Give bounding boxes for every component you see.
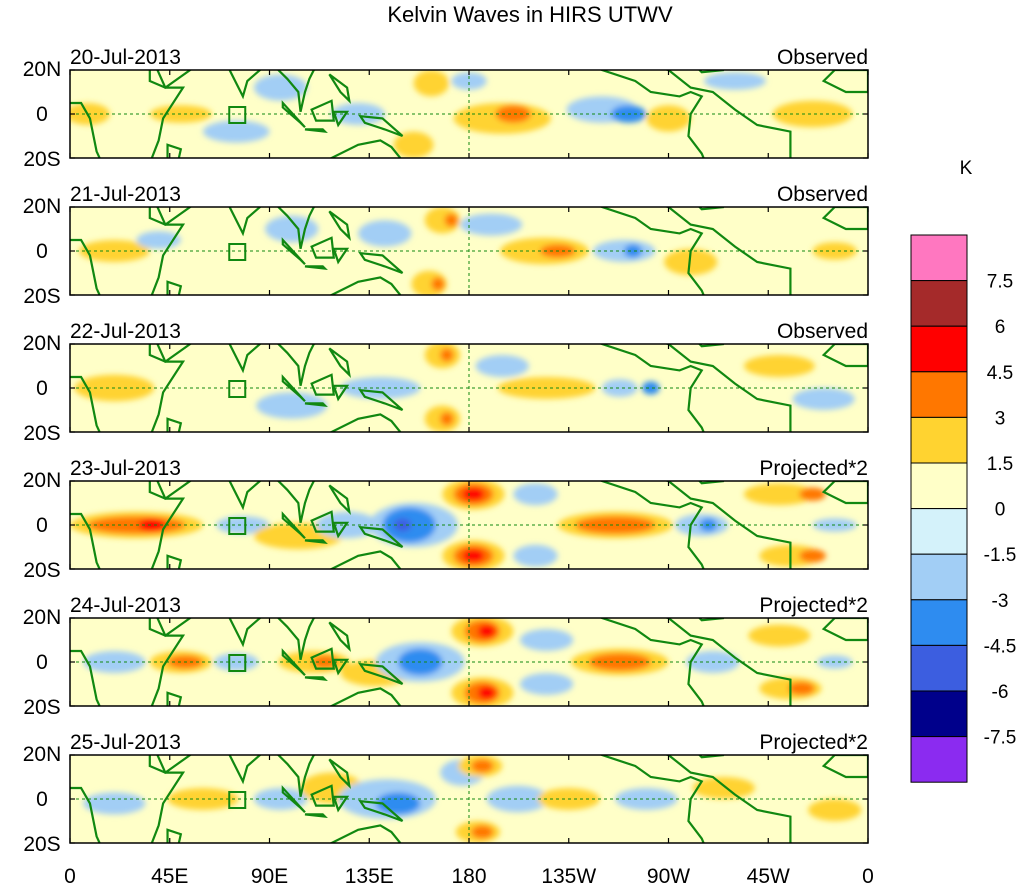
panel-date: 24-Jul-2013: [70, 594, 181, 617]
colorbar-swatch: [910, 280, 968, 327]
colorbar-swatch: [910, 599, 968, 646]
colorbar-swatch: [910, 462, 968, 510]
colorbar-swatch: [910, 644, 968, 692]
panel-date: 20-Jul-2013: [70, 46, 181, 69]
colorbar-label: 7.5: [987, 272, 1013, 293]
panel-type: Projected*2: [759, 457, 868, 480]
colorbar-swatch: [910, 416, 968, 464]
coastlines: [26, 444, 868, 602]
lat-label: 20N: [23, 469, 62, 492]
colorbar-label: -6: [992, 682, 1009, 703]
lon-label: 90W: [647, 865, 690, 887]
lat-label: 0: [36, 651, 48, 674]
lat-label: 0: [36, 377, 48, 400]
colorbar-label: 0: [995, 500, 1006, 521]
colorbar-label: -1.5: [984, 545, 1017, 566]
panel-type: Observed: [777, 320, 868, 343]
lon-label: 45E: [151, 865, 188, 887]
colorbar-swatch: [910, 234, 968, 282]
colorbar-label: -3: [992, 591, 1009, 612]
anomaly-field: [83, 755, 862, 843]
panel-type: Observed: [777, 183, 868, 206]
coastlines: [26, 581, 868, 739]
coastlines: [26, 718, 868, 876]
map-panel-6: 20N 0 20S 25-Jul-2013 Projected*2: [23, 718, 869, 876]
lon-label: 0: [862, 865, 874, 887]
map-panel-1: 20N 0 20S 20-Jul-2013 Observed: [23, 33, 869, 191]
colorbar-unit-label: K: [960, 158, 973, 179]
colorbar-swatch: [910, 553, 968, 601]
lat-label: 20S: [23, 422, 60, 445]
colorbar-label: -7.5: [984, 728, 1017, 749]
region-box: [228, 380, 247, 398]
colorbar-label: 1.5: [987, 454, 1013, 475]
lat-label: 20S: [23, 285, 60, 308]
lon-label: 180: [451, 865, 486, 887]
region-box: [228, 243, 247, 261]
panel-type: Projected*2: [759, 594, 868, 617]
lat-label: 20S: [23, 559, 60, 582]
region-box: [228, 106, 247, 124]
colorbar-swatch: [910, 736, 968, 783]
lat-label: 0: [36, 240, 48, 263]
region-box: [228, 517, 247, 535]
lon-label: 135W: [541, 865, 596, 887]
panel-date: 25-Jul-2013: [70, 731, 181, 754]
anomaly-field: [70, 70, 853, 158]
colorbar: K 7.5 6 4.5 3 1.5 0 -1.5 -3 -4.5 -6 -7.5: [910, 158, 1017, 783]
panel-type: Projected*2: [759, 731, 868, 754]
lat-label: 20S: [23, 696, 60, 719]
colorbar-label: 6: [995, 317, 1006, 338]
colorbar-swatch: [910, 690, 968, 738]
map-panel-2: 20N 0 20S 21-Jul-2013 Observed: [23, 170, 869, 328]
lat-label: 20S: [23, 833, 60, 856]
panel-type: Observed: [777, 46, 868, 69]
lat-label: 20N: [23, 743, 62, 766]
lat-label: 20N: [23, 332, 62, 355]
anomaly-field: [78, 207, 857, 295]
coastlines: [26, 307, 868, 465]
colorbar-swatch: [910, 371, 968, 418]
colorbar-swatch: [910, 325, 968, 373]
lat-label: 0: [36, 514, 48, 537]
colorbar-swatch: [910, 508, 968, 555]
lat-label: 20N: [23, 58, 62, 81]
lon-label: 45W: [747, 865, 790, 887]
map-panel-3: 20N 0 20S 22-Jul-2013 Observed: [23, 307, 869, 465]
lat-label: 20N: [23, 606, 62, 629]
colorbar-label: 3: [995, 408, 1006, 429]
coastlines: [26, 170, 868, 328]
lat-label: 20S: [23, 148, 60, 171]
panel-date: 23-Jul-2013: [70, 457, 181, 480]
coastlines: [26, 33, 868, 191]
lon-label: 0: [64, 865, 76, 887]
panel-date: 21-Jul-2013: [70, 183, 181, 206]
lat-label: 0: [36, 788, 48, 811]
panel-date: 22-Jul-2013: [70, 320, 181, 343]
map-panel-4: 20N 0 20S 23-Jul-2013 Projected*2: [23, 444, 869, 602]
map-panel-5: 20N 0 20S 24-Jul-2013 Projected*2: [23, 581, 869, 739]
region-box: [228, 654, 247, 672]
lat-label: 0: [36, 103, 48, 126]
colorbar-label: 4.5: [987, 363, 1013, 384]
lon-label: 135E: [345, 865, 394, 887]
region-box: [228, 791, 247, 809]
colorbar-label: -4.5: [984, 636, 1017, 657]
anomaly-field: [74, 344, 855, 432]
lat-label: 20N: [23, 195, 62, 218]
lon-label: 90E: [251, 865, 288, 887]
figure-title: Kelvin Waves in HIRS UTWV: [387, 2, 673, 27]
